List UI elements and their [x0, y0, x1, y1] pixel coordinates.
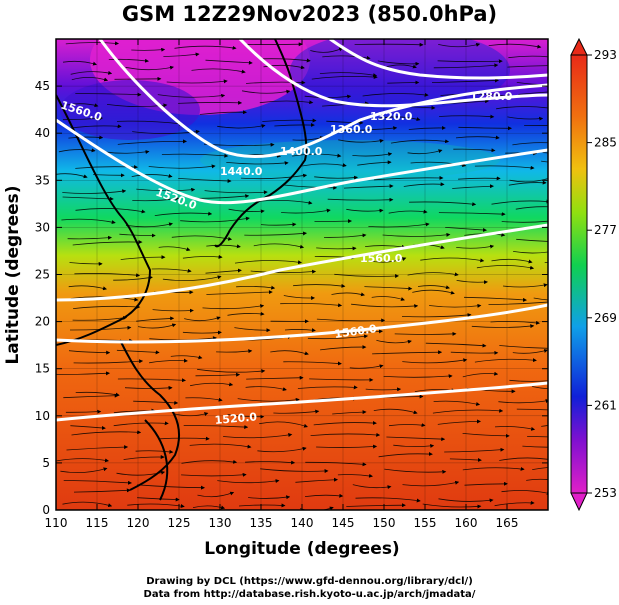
colorbar-tick-label: 293	[594, 48, 617, 62]
y-tick-label: 20	[35, 315, 50, 329]
y-tick-label: 45	[35, 79, 50, 93]
colorbar-tick-label: 269	[594, 311, 617, 325]
x-tick-label: 130	[209, 516, 232, 530]
y-axis-label: Latitude (degrees)	[3, 185, 23, 364]
contour-label: 1560.0	[360, 252, 403, 265]
contour-label: 1440.0	[220, 165, 263, 178]
y-tick-label: 10	[35, 409, 50, 423]
colorbar-tick-label: 261	[594, 398, 617, 412]
x-tick-label: 135	[250, 516, 273, 530]
credit-data: Data from http://database.rish.kyoto-u.a…	[143, 589, 476, 600]
x-tick-label: 140	[291, 516, 314, 530]
x-tick-label: 150	[373, 516, 396, 530]
contour-label: 1560.0	[334, 322, 378, 341]
contour-label: 1520.0	[214, 410, 258, 427]
y-tick-label: 15	[35, 362, 50, 376]
y-tick-label: 30	[35, 220, 50, 234]
y-axis-ticks: 0 5 10 15 20 25 30 35 40 45	[35, 79, 548, 517]
x-tick-label: 110	[45, 516, 68, 530]
contour-label: 1360.0	[330, 123, 373, 136]
x-tick-label: 160	[455, 516, 478, 530]
height-contours	[56, 39, 548, 422]
credit-drawing: Drawing by DCL (https://www.gfd-dennou.o…	[146, 576, 473, 587]
x-tick-label: 115	[86, 516, 109, 530]
x-axis-label: Longitude (degrees)	[204, 539, 399, 559]
y-tick-label: 0	[42, 503, 50, 517]
contour-label: 1320.0	[370, 110, 413, 123]
y-tick-label: 40	[35, 126, 50, 140]
map-field	[56, 39, 548, 510]
coastlines	[56, 39, 308, 501]
chart-title: GSM 12Z29Nov2023 (850.0hPa)	[121, 2, 498, 26]
x-tick-label: 165	[496, 516, 519, 530]
colorbar-tick-label: 253	[594, 486, 617, 500]
colorbar-tick-label: 285	[594, 136, 617, 150]
x-tick-label: 120	[127, 516, 150, 530]
y-tick-label: 25	[35, 268, 50, 282]
x-axis-ticks: 110 115 120 125 130 135 140 145 150 155 160 165	[45, 39, 519, 530]
contour-label: 1280.0	[470, 90, 513, 103]
colorbar: 253 261 269 277 285 293	[570, 37, 617, 512]
colorbar-tick-label: 277	[594, 223, 617, 237]
y-tick-label: 35	[35, 173, 50, 187]
y-tick-label: 5	[42, 456, 50, 470]
x-tick-label: 145	[332, 516, 355, 530]
contour-label: 1400.0	[280, 145, 323, 158]
x-tick-label: 155	[414, 516, 437, 530]
x-tick-label: 125	[168, 516, 191, 530]
